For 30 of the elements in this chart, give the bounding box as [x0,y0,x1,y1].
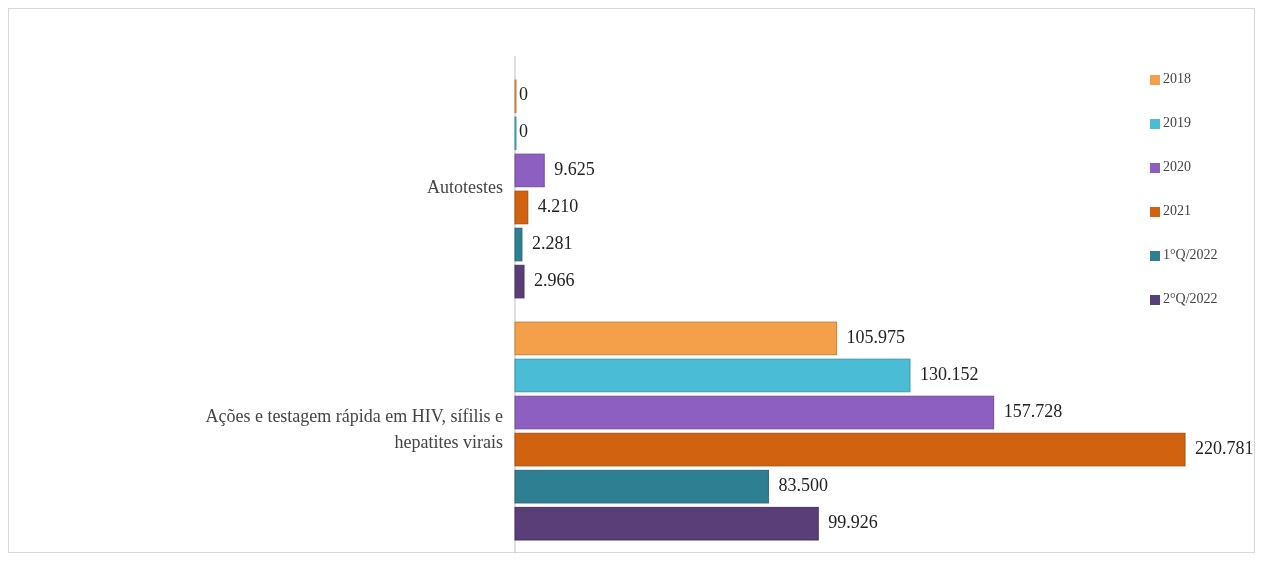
bar [514,432,1186,467]
y-tick-label: Ações e testagem rápida em HIV, sífilis e hepatites virais [205,406,503,453]
bar [514,469,769,504]
legend-label: 2020 [1163,159,1191,175]
data-label: 0 [519,121,528,142]
legend-label: 2018 [1163,71,1191,87]
legend-label: 2019 [1163,115,1191,131]
data-label: 220.781 [1195,437,1254,458]
bar [514,321,838,356]
bar [514,264,525,299]
legend-label: 2021 [1163,203,1191,219]
legend-label: 2°Q/2022 [1163,291,1218,307]
data-label: 2.281 [531,232,573,253]
bar [514,506,819,541]
data-label: 4.210 [537,195,579,216]
bar [514,358,911,393]
data-label: 99.926 [828,511,878,532]
bar [514,153,545,188]
data-label: 2.966 [534,269,575,290]
y-tick-label: Autotestes [427,177,503,198]
bar [514,190,529,225]
data-label: 0 [519,84,528,105]
data-label: 9.625 [554,158,595,179]
bar [514,227,523,262]
data-label: 83.500 [778,474,828,495]
data-label: 157.728 [1003,400,1063,421]
legend-label: 1°Q/2022 [1163,247,1218,263]
data-label: 130.152 [919,363,979,384]
data-label: 105.975 [846,326,906,347]
bar [514,395,995,430]
